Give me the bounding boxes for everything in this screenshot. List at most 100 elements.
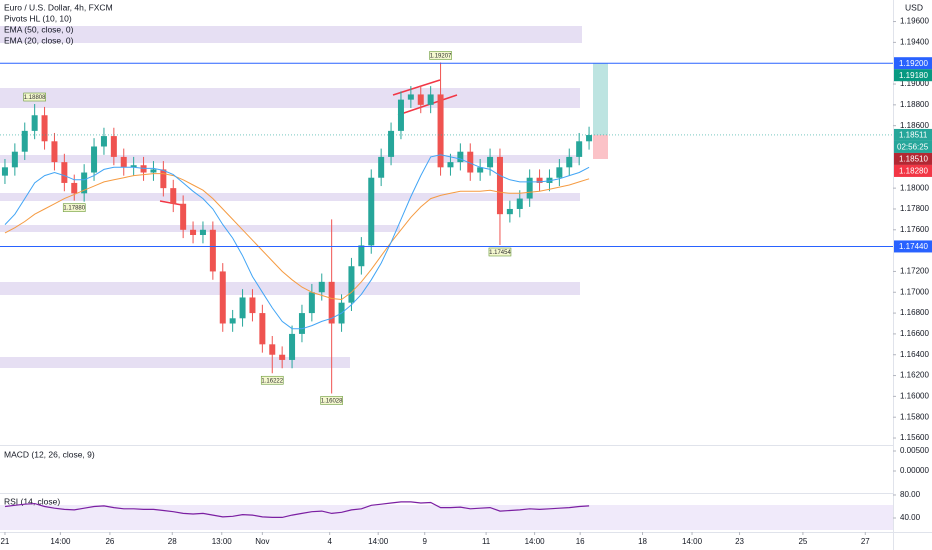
x-tick-label: Nov (255, 537, 269, 546)
pivot-low-label-box (62, 203, 86, 212)
pattern-line (397, 94, 458, 116)
zone (0, 225, 400, 232)
pivot-low-label: 1.16222 (261, 378, 283, 384)
pivot-high-label: 1.18808 (24, 95, 46, 101)
candle-body (417, 94, 424, 105)
y-tick-label: 1.17000 (900, 287, 929, 296)
price-badge (894, 152, 932, 165)
y-tick-label: 1.18800 (900, 100, 929, 109)
candle-body (427, 94, 434, 105)
candle-body (437, 94, 444, 168)
y-tick-label: 1.15800 (900, 412, 929, 421)
x-tick-label: 4 (327, 537, 332, 546)
candle-body (358, 245, 365, 267)
candle-body (170, 188, 177, 204)
candle-body (71, 182, 78, 194)
candle-body (516, 198, 523, 209)
candle-body (160, 169, 167, 189)
rsi-line (4, 501, 590, 518)
candle-body (546, 177, 553, 183)
price-badge (894, 57, 932, 70)
candle-body (467, 151, 474, 173)
candle-body (308, 292, 315, 314)
candle-body (556, 167, 563, 178)
y-tick-label: 1.18600 (900, 121, 929, 130)
rsi-title: RSI (14, close) (4, 496, 60, 506)
legend-entry: EMA (50, close, 0) (4, 24, 74, 34)
price-badge (894, 240, 932, 253)
candle-body (81, 172, 88, 194)
y-tick-label: 1.19000 (900, 79, 929, 88)
candle-body (130, 165, 137, 168)
candle-body (41, 115, 48, 142)
price-badge (894, 128, 932, 141)
candle-body (576, 141, 583, 157)
candle-body (120, 156, 127, 168)
rsi-tick-label: 80.00 (900, 490, 921, 499)
zone (0, 155, 580, 163)
price-badge-label: 1.18511 (899, 131, 928, 140)
y-tick-label: 1.16000 (900, 391, 929, 400)
candle-body (11, 151, 18, 168)
candle-body (219, 271, 226, 324)
candle-body (566, 156, 573, 168)
candle-body (279, 354, 286, 360)
candle-body (348, 266, 355, 303)
candle-body (506, 208, 513, 215)
y-tick-label: 1.15600 (900, 433, 929, 442)
candle-body (586, 135, 593, 142)
x-tick-label: 27 (861, 537, 870, 546)
candle-body (100, 136, 107, 147)
y-tick-label: 1.16800 (900, 308, 929, 317)
pivot-low-label: 1.17880 (63, 206, 85, 212)
candle-body (180, 203, 187, 230)
candle-body (190, 229, 197, 235)
candle-body (239, 297, 246, 319)
y-tick-label: 1.16600 (900, 329, 929, 338)
indicator-label: Pivots HL (10, 10) (4, 13, 72, 23)
zone (0, 88, 580, 108)
y-tick-label: 1.17800 (900, 204, 929, 213)
candle-body (407, 94, 414, 100)
zone (0, 26, 582, 43)
ema-line (4, 173, 590, 301)
candle-body (378, 156, 385, 178)
zone (0, 282, 580, 295)
candle-body (496, 156, 503, 215)
x-tick-label: 14:00 (682, 537, 703, 546)
macd-tick-label: 0.00500 (900, 446, 929, 455)
y-tick-label: 1.16400 (900, 350, 929, 359)
y-tick-label: 1.17600 (900, 225, 929, 234)
legend-entry: EMA (20, close, 0) (4, 35, 74, 45)
x-tick-label: 25 (798, 537, 807, 546)
pivot-high-label: 1.19207 (430, 54, 452, 60)
candle-body (536, 177, 543, 183)
pivot-low-label: 1.17454 (489, 250, 511, 256)
price-badge-label: 1.19200 (899, 59, 928, 68)
candle-body (1, 167, 8, 176)
zone (0, 357, 350, 368)
x-tick-label: 28 (168, 537, 177, 546)
pivot-low-label: 1.16028 (321, 399, 343, 405)
pivot-high-label-box (429, 51, 452, 60)
price-badge-label: 1.18280 (899, 167, 928, 176)
macd-tick-label: 0.00000 (900, 466, 929, 475)
candle-body (21, 130, 28, 152)
candle-body (110, 136, 117, 157)
y-tick-label: 1.18000 (900, 183, 929, 192)
x-tick-label: 11 (482, 537, 491, 546)
candle-body (229, 318, 236, 324)
price-badge-label: 1.17440 (899, 242, 928, 251)
stop-zone (593, 134, 608, 159)
price-badge-label: 1.18510 (899, 155, 928, 164)
x-tick-label: 14:00 (525, 537, 546, 546)
candle-body (526, 177, 533, 199)
x-tick-label: 18 (638, 537, 647, 546)
candle-body (298, 313, 305, 334)
candle-body (487, 156, 494, 168)
candle-body (199, 229, 206, 235)
x-tick-label: 21 (0, 537, 9, 546)
x-tick-label: 13:00 (212, 537, 233, 546)
rsi-tick-label: 40.00 (900, 513, 921, 522)
